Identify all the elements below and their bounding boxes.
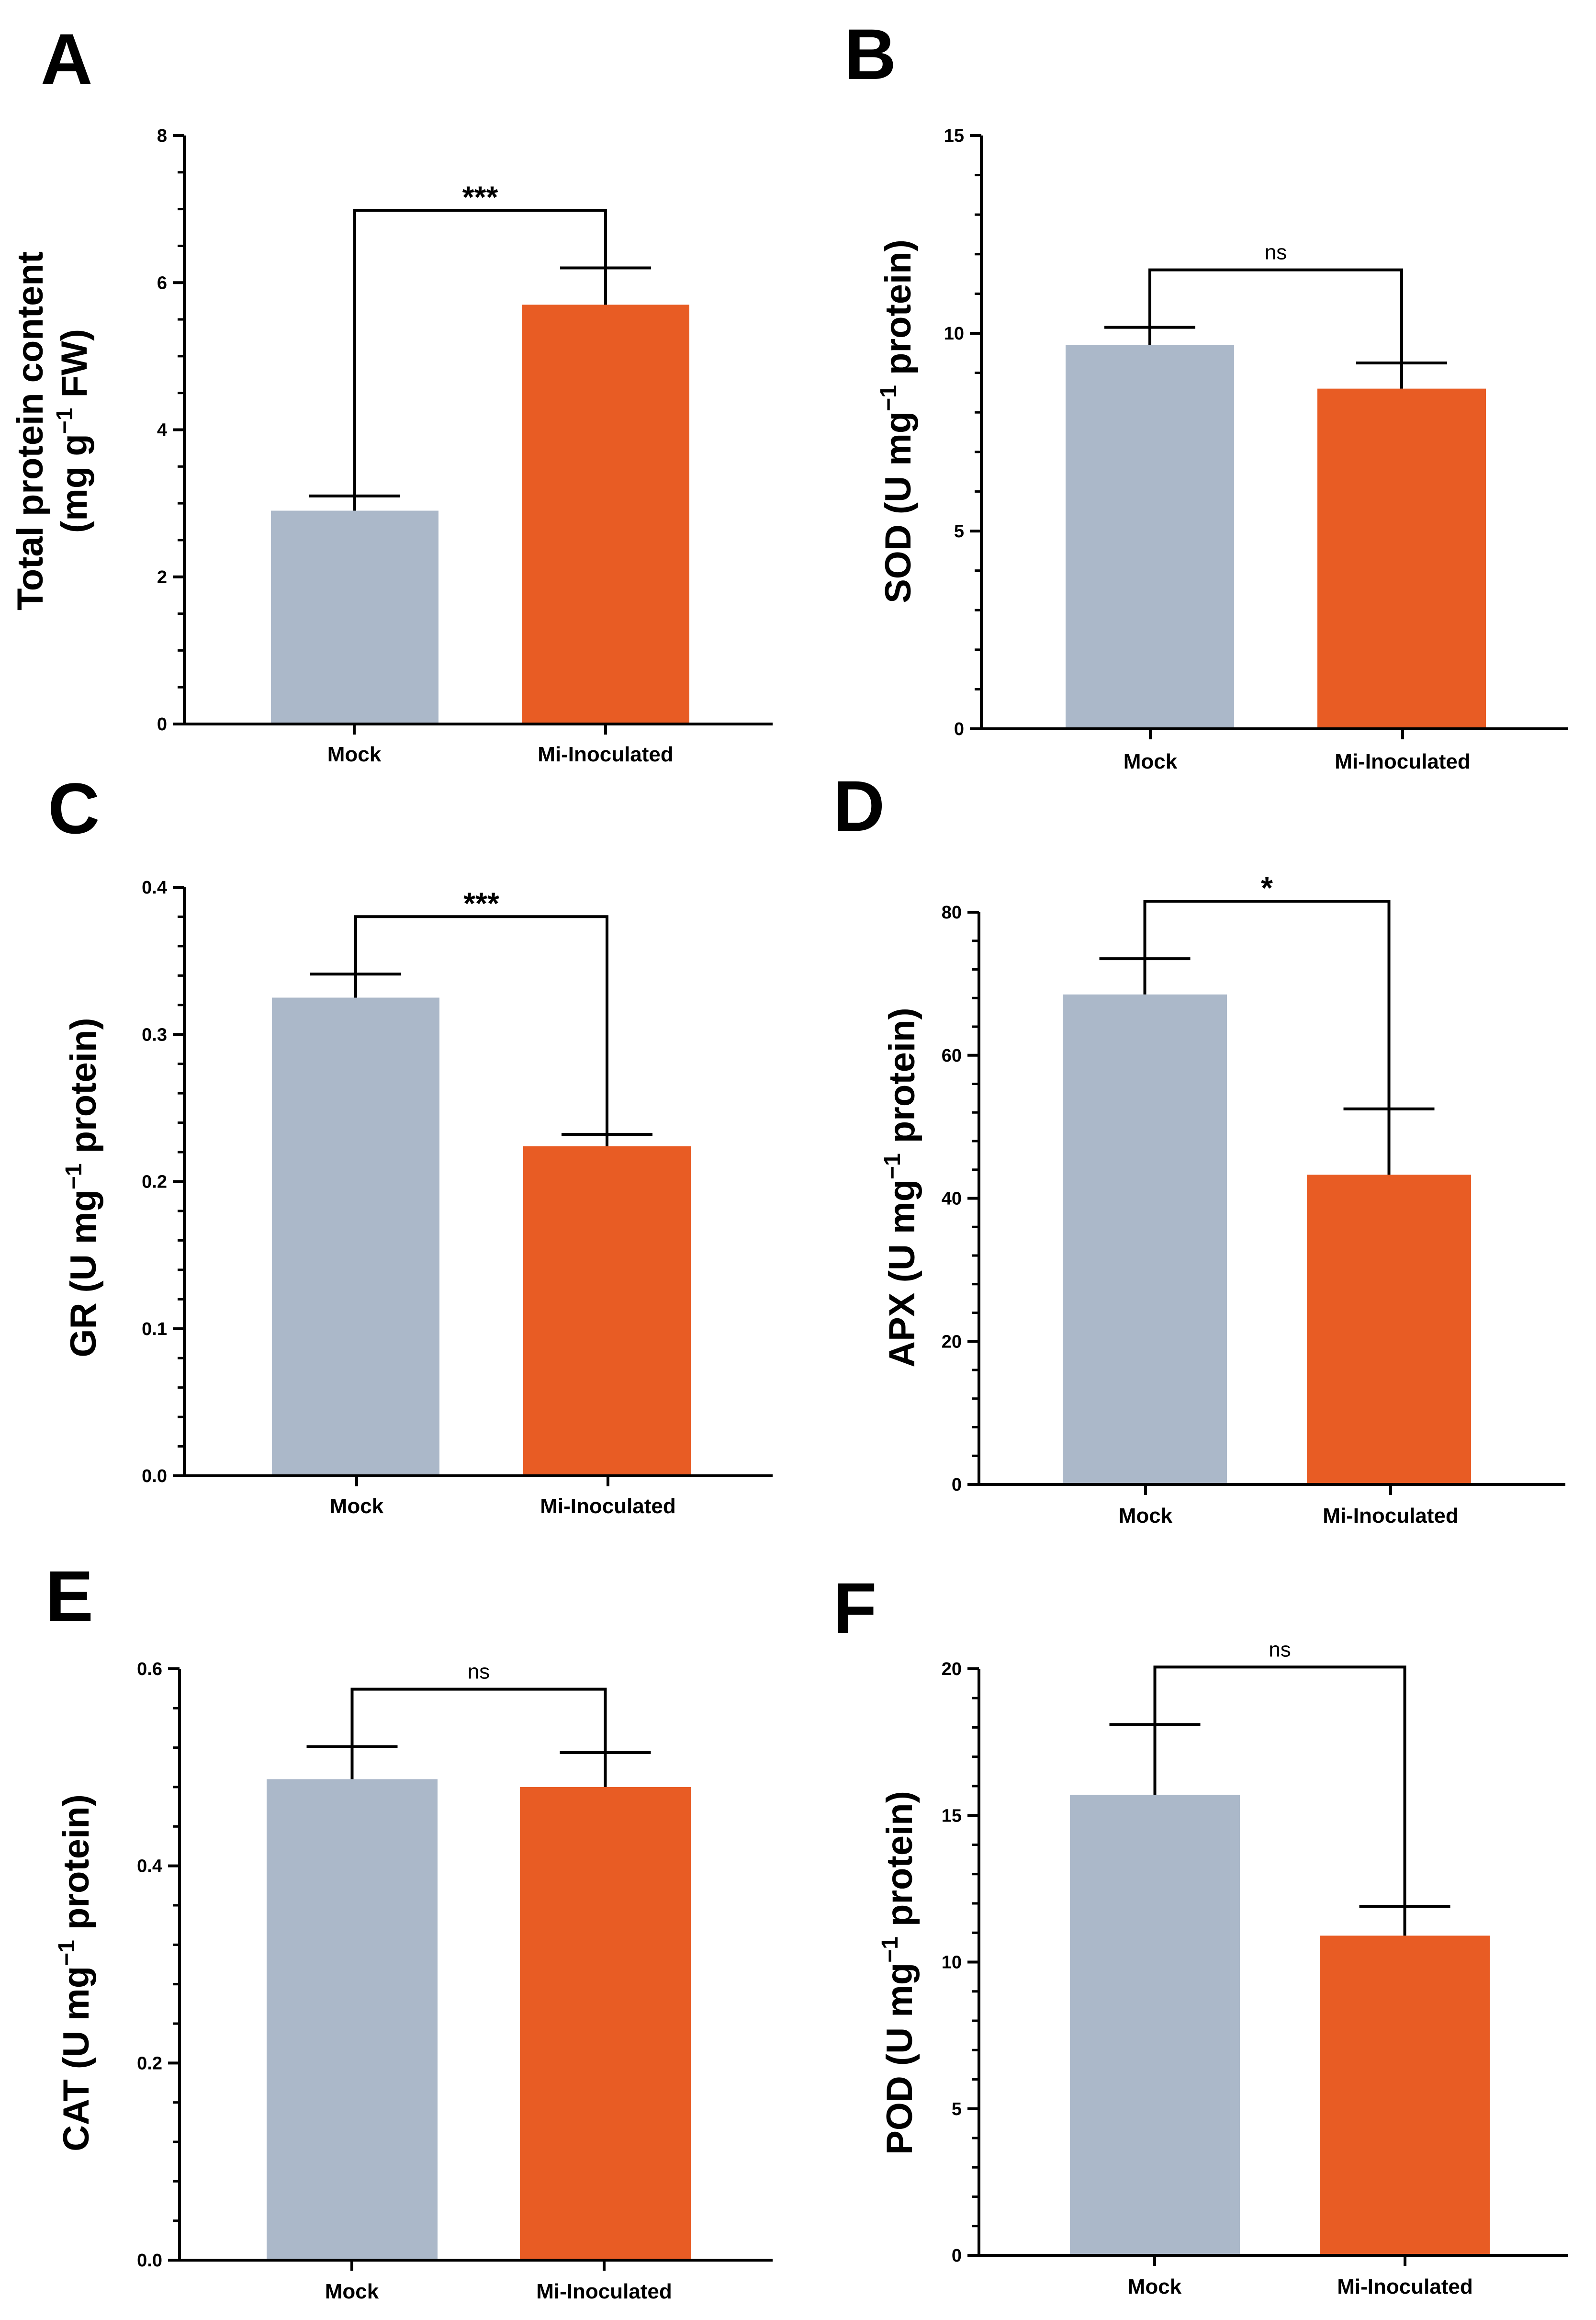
bar-mock	[1066, 345, 1234, 729]
y-tick-label: 10	[944, 324, 964, 344]
x-tick-label: Mi-Inoculated	[1323, 1504, 1459, 1528]
y-tick-label: 60	[942, 1046, 962, 1066]
y-tick-label: 0.4	[137, 1856, 162, 1877]
y-tick-label: 4	[157, 420, 167, 441]
x-tick-label: Mock	[1124, 750, 1178, 773]
x-tick-label: Mock	[1119, 1504, 1173, 1528]
bar-mock	[272, 997, 439, 1476]
chart-panel-b: B 0 5 10 15 Mock Mi-Inoculated SOD (U mg−1 prot…	[844, 14, 1568, 773]
bar-mi-inoculated	[522, 305, 689, 724]
significance-label: ns	[1269, 1638, 1291, 1661]
significance-label: ***	[462, 180, 498, 215]
y-tick-label: 0.3	[142, 1025, 167, 1045]
y-tick-label: 2	[157, 567, 167, 588]
y-tick-label: 0	[157, 714, 167, 735]
y-axis-title: Total protein content	[10, 251, 51, 611]
chart-panel-d: D 0 20 40 60 80 Mock Mi-Inoculated APX (U mg−1 p…	[833, 766, 1565, 1528]
y-tick-label: 5	[954, 521, 964, 542]
y-tick-label: 0	[954, 719, 964, 739]
significance-bracket	[1153, 1665, 1406, 1907]
bar-mock	[1063, 994, 1227, 1484]
x-tick-label: Mi-Inoculated	[538, 743, 674, 766]
y-tick-label: 0.0	[142, 1466, 167, 1486]
significance-label: ***	[463, 886, 499, 920]
bar-mi-inoculated	[1317, 388, 1486, 729]
y-tick-label: 10	[942, 1953, 962, 1973]
y-tick-label: 0.4	[142, 878, 167, 898]
x-tick-label: Mi-Inoculated	[1337, 2275, 1473, 2298]
bar-mock	[1070, 1795, 1240, 2255]
y-axis-title: APX (U mg−1 protein)	[880, 1007, 922, 1367]
bar-mi-inoculated	[520, 1787, 691, 2260]
significance-bracket	[1143, 900, 1391, 1109]
y-tick-label: 0.6	[137, 1659, 162, 1679]
bar-mi-inoculated	[523, 1146, 691, 1476]
y-axis-title: (mg g−1 FW)	[52, 329, 95, 533]
y-tick-label: 8	[157, 126, 167, 146]
y-tick-label: 40	[942, 1189, 962, 1209]
significance-label: ns	[1265, 241, 1287, 264]
panel-letter: F	[833, 1568, 877, 1648]
y-tick-label: 20	[942, 1659, 962, 1679]
significance-label: *	[1261, 871, 1273, 905]
y-tick-label: 6	[157, 273, 167, 293]
panel-letter: B	[844, 14, 896, 94]
chart-panel-c: C 0.0 0.1 0.2 0.3 0.4 Mock Mi-Inoculated GR (U m…	[48, 768, 773, 1518]
y-axis-title: POD (U mg−1 protein)	[877, 1791, 920, 2155]
y-axis-title: GR (U mg−1 protein)	[61, 1018, 104, 1357]
x-tick-label: Mock	[327, 743, 382, 766]
panel-letter: E	[45, 1556, 93, 1636]
y-tick-label: 15	[944, 126, 964, 146]
bar-mi-inoculated	[1307, 1175, 1471, 1484]
y-axis-title: SOD (U mg−1 protein)	[876, 239, 919, 603]
y-tick-label: 0.0	[137, 2251, 162, 2271]
y-tick-label: 0.2	[142, 1172, 167, 1192]
y-tick-label: 5	[952, 2099, 962, 2119]
significance-label: ns	[468, 1660, 490, 1684]
y-tick-label: 15	[942, 1806, 962, 1826]
x-tick-label: Mi-Inoculated	[540, 1494, 676, 1518]
y-tick-label: 80	[942, 903, 962, 923]
panel-letter: D	[833, 766, 885, 846]
x-tick-label: Mock	[1128, 2275, 1182, 2298]
significance-bracket	[353, 209, 607, 496]
x-tick-label: Mi-Inoculated	[536, 2280, 672, 2303]
y-tick-label: 0	[952, 1475, 962, 1495]
chart-panel-a: A 0 2 4 6 8 Mock Mi-Inoculated Total protein con…	[10, 19, 773, 766]
y-axis-title: CAT (U mg−1 protein)	[54, 1794, 97, 2151]
significance-bracket	[354, 915, 608, 1135]
chart-panel-f: F 0 5 10 15 20 Mock Mi-Inoculated POD (U mg−1 pr…	[833, 1568, 1568, 2298]
significance-bracket	[350, 1687, 607, 1753]
y-tick-label: 0.1	[142, 1319, 167, 1339]
bar-mi-inoculated	[1320, 1935, 1490, 2255]
x-tick-label: Mock	[330, 1494, 384, 1518]
bar-mock	[267, 1779, 438, 2260]
bar-mock	[271, 510, 438, 724]
x-tick-label: Mi-Inoculated	[1335, 750, 1471, 773]
x-tick-label: Mock	[325, 2280, 379, 2303]
y-tick-label: 0.2	[137, 2053, 162, 2073]
panel-letter: C	[48, 768, 100, 849]
panel-letter: A	[41, 19, 92, 99]
significance-bracket	[1148, 268, 1403, 363]
y-tick-label: 0	[952, 2246, 962, 2266]
y-tick-label: 20	[942, 1332, 962, 1352]
chart-panel-e: E 0.0 0.2 0.4 0.6 Mock Mi-Inoculated CAT (U mg−…	[45, 1556, 773, 2303]
